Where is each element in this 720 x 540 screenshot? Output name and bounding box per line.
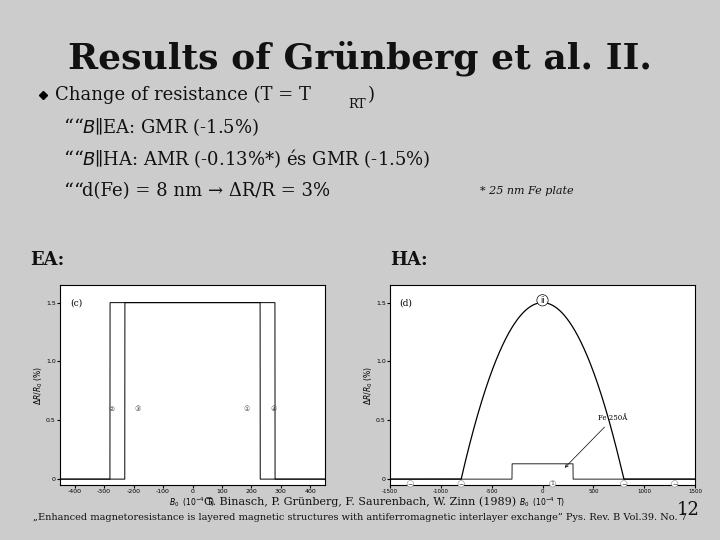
Text: G. Binasch, P. Grünberg, F. Saurenbach, W. Zinn (1989): G. Binasch, P. Grünberg, F. Saurenbach, … bbox=[204, 497, 516, 507]
Text: Change of resistance (T = T: Change of resistance (T = T bbox=[55, 86, 311, 104]
Y-axis label: $\Delta R/R_0$ (%): $\Delta R/R_0$ (%) bbox=[32, 366, 45, 404]
Text: ““: ““ bbox=[64, 118, 84, 136]
Text: (c): (c) bbox=[71, 299, 83, 308]
Text: $\mathit{B}$∥EA: GMR (-1.5%): $\mathit{B}$∥EA: GMR (-1.5%) bbox=[82, 116, 259, 138]
X-axis label: $B_0$  (10$^{-4}$ T): $B_0$ (10$^{-4}$ T) bbox=[520, 496, 565, 509]
Text: ““: ““ bbox=[64, 150, 84, 168]
Text: „Enhanced magnetoresistance is layered magnetic structures with antiferromagneti: „Enhanced magnetoresistance is layered m… bbox=[33, 514, 687, 523]
Text: 1: 1 bbox=[551, 481, 554, 487]
Text: HA:: HA: bbox=[390, 251, 428, 269]
Text: 12: 12 bbox=[677, 501, 700, 519]
Text: ): ) bbox=[368, 86, 375, 104]
Text: Fe 250Å: Fe 250Å bbox=[565, 414, 628, 467]
Text: ““: ““ bbox=[64, 182, 84, 200]
Text: ii: ii bbox=[540, 296, 545, 305]
Text: * 25 nm Fe plate: * 25 nm Fe plate bbox=[480, 186, 574, 196]
Text: ④: ④ bbox=[270, 406, 276, 411]
Text: ③: ③ bbox=[135, 406, 141, 411]
Text: Results of Grünberg et al. II.: Results of Grünberg et al. II. bbox=[68, 40, 652, 76]
Text: $\mathit{B}$∥HA: AMR (-0.13%*) és GMR (-1.5%): $\mathit{B}$∥HA: AMR (-0.13%*) és GMR (-… bbox=[82, 147, 431, 171]
Text: −: − bbox=[408, 481, 413, 487]
Y-axis label: $\Delta R/R_0$ (%): $\Delta R/R_0$ (%) bbox=[362, 366, 374, 404]
Text: ①: ① bbox=[244, 406, 250, 411]
Text: −: − bbox=[621, 481, 626, 487]
Text: d(Fe) = 8 nm → ΔR/R = 3%: d(Fe) = 8 nm → ΔR/R = 3% bbox=[82, 182, 330, 200]
Text: EA:: EA: bbox=[30, 251, 64, 269]
Text: (d): (d) bbox=[399, 299, 412, 308]
Text: −: − bbox=[672, 481, 678, 487]
X-axis label: $B_0$  (10$^{-4}$ T): $B_0$ (10$^{-4}$ T) bbox=[169, 496, 215, 509]
Text: RT: RT bbox=[348, 98, 366, 111]
Text: ②: ② bbox=[109, 406, 114, 411]
Text: −: − bbox=[459, 481, 464, 487]
